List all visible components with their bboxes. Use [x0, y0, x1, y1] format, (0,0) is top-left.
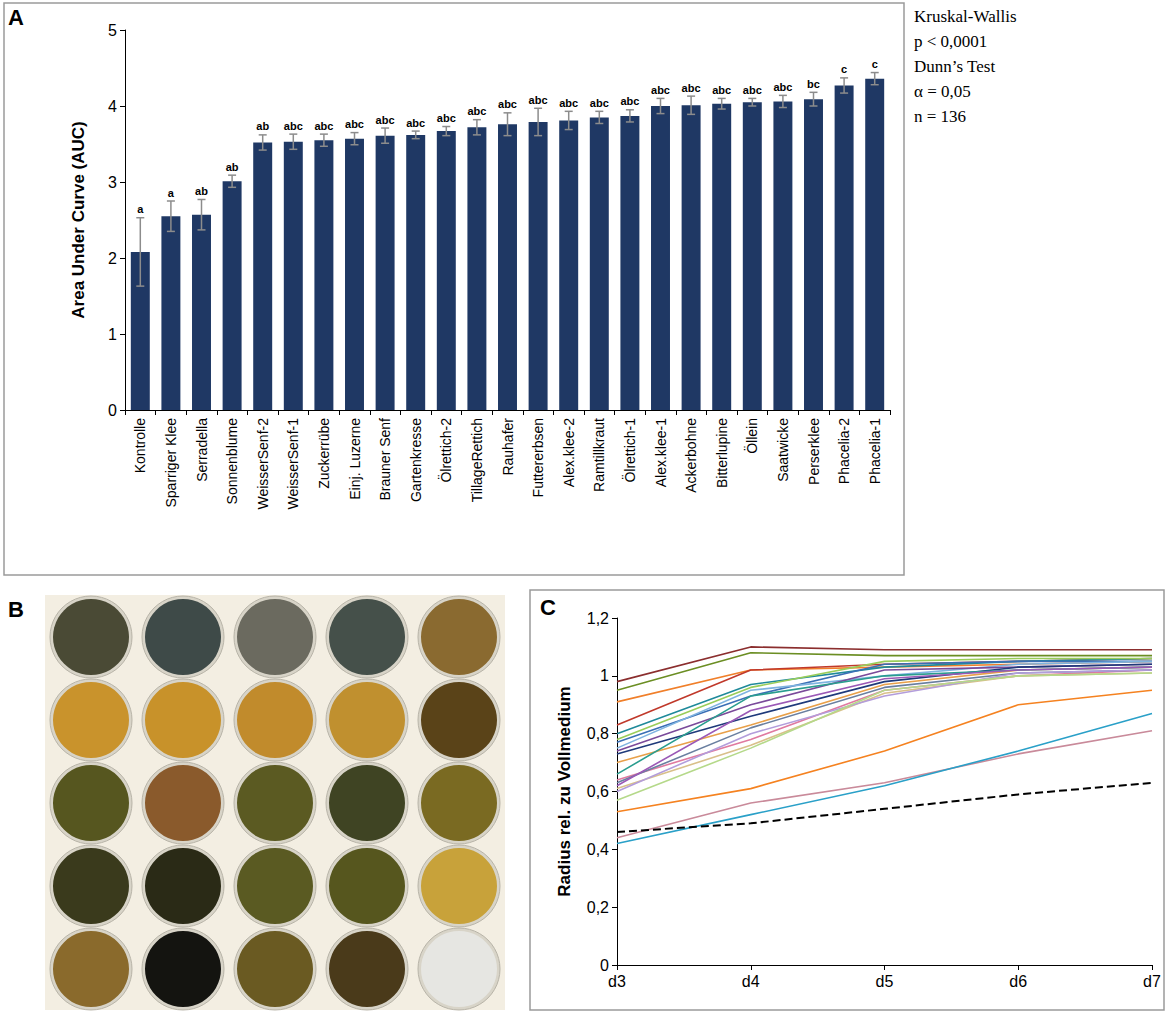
svg-text:Sparriger Klee: Sparriger Klee: [163, 418, 179, 508]
svg-text:d4: d4: [742, 973, 760, 990]
svg-text:TillageRettich: TillageRettich: [469, 418, 485, 502]
svg-text:Ramtillkraut: Ramtillkraut: [591, 418, 607, 492]
svg-text:abc: abc: [712, 84, 731, 96]
svg-text:ab: ab: [226, 161, 239, 173]
svg-text:a: a: [137, 203, 144, 215]
svg-text:abc: abc: [406, 117, 425, 129]
svg-text:Sonnenblume: Sonnenblume: [224, 418, 240, 505]
svg-text:Rauhafer: Rauhafer: [500, 418, 516, 476]
svg-text:a: a: [168, 187, 175, 199]
svg-text:abc: abc: [651, 84, 670, 96]
svg-text:0,2: 0,2: [587, 899, 609, 916]
svg-text:Alex.klee-2: Alex.klee-2: [561, 418, 577, 487]
svg-text:Alex.klee-1: Alex.klee-1: [653, 418, 669, 487]
svg-text:WeisserSenf-2: WeisserSenf-2: [255, 418, 271, 510]
svg-text:5: 5: [108, 22, 117, 39]
svg-text:abc: abc: [437, 112, 456, 124]
svg-text:0: 0: [108, 402, 117, 419]
svg-text:Zuckerrübe: Zuckerrübe: [316, 418, 332, 489]
svg-text:Öllein: Öllein: [743, 418, 760, 454]
svg-text:C: C: [540, 595, 556, 620]
svg-text:d3: d3: [608, 973, 626, 990]
svg-text:Kontrolle: Kontrolle: [132, 418, 148, 473]
svg-text:abc: abc: [467, 105, 486, 117]
svg-text:Serradella: Serradella: [194, 418, 210, 482]
svg-text:1: 1: [108, 326, 117, 343]
svg-text:Gartenkresse: Gartenkresse: [408, 418, 424, 502]
svg-text:ab: ab: [256, 120, 269, 132]
svg-text:abc: abc: [284, 120, 303, 132]
svg-text:c: c: [872, 58, 878, 70]
svg-text:Ölrettich-1: Ölrettich-1: [621, 418, 638, 483]
svg-text:abc: abc: [559, 97, 578, 109]
svg-text:Brauner Senf: Brauner Senf: [377, 418, 393, 501]
svg-text:abc: abc: [314, 120, 333, 132]
svg-text:Futtererbsen: Futtererbsen: [530, 418, 546, 497]
svg-text:ab: ab: [195, 185, 208, 197]
svg-text:0,6: 0,6: [587, 783, 609, 800]
svg-text:Ölrettich-2: Ölrettich-2: [437, 418, 454, 483]
svg-text:2: 2: [108, 250, 117, 267]
svg-text:p < 0,0001: p < 0,0001: [914, 32, 987, 51]
svg-text:d7: d7: [1143, 973, 1161, 990]
svg-text:abc: abc: [743, 84, 762, 96]
svg-text:Ackerbohne: Ackerbohne: [683, 418, 699, 493]
svg-text:abc: abc: [529, 94, 548, 106]
svg-text:1: 1: [600, 667, 609, 684]
svg-text:bc: bc: [807, 78, 820, 90]
svg-text:Dunn’s Test: Dunn’s Test: [914, 57, 995, 76]
svg-text:abc: abc: [376, 114, 395, 126]
svg-text:abc: abc: [682, 82, 701, 94]
svg-text:Area Under Curve (AUC): Area Under Curve (AUC): [69, 121, 88, 318]
svg-text:0,8: 0,8: [587, 725, 609, 742]
svg-text:Phacelia-1: Phacelia-1: [867, 418, 883, 484]
svg-text:α = 0,05: α = 0,05: [914, 82, 971, 101]
svg-text:1,2: 1,2: [587, 610, 609, 627]
svg-text:Einj. Luzerne: Einj. Luzerne: [347, 418, 363, 500]
svg-text:Radius rel. zu Vollmedium: Radius rel. zu Vollmedium: [555, 686, 574, 896]
svg-text:Bitterlupine: Bitterlupine: [714, 418, 730, 488]
svg-text:d6: d6: [1009, 973, 1027, 990]
svg-text:Phacelia-2: Phacelia-2: [836, 418, 852, 484]
svg-text:Perserklee: Perserklee: [806, 418, 822, 485]
svg-text:c: c: [841, 63, 847, 75]
svg-text:0,4: 0,4: [587, 841, 609, 858]
svg-text:3: 3: [108, 174, 117, 191]
svg-text:B: B: [8, 597, 24, 622]
svg-text:WeisserSenf-1: WeisserSenf-1: [285, 418, 301, 510]
svg-text:abc: abc: [498, 98, 517, 110]
svg-text:Saatwicke: Saatwicke: [775, 418, 791, 482]
svg-text:abc: abc: [345, 118, 364, 130]
svg-text:n = 136: n = 136: [914, 107, 966, 126]
svg-text:abc: abc: [620, 95, 639, 107]
svg-text:Kruskal-Wallis: Kruskal-Wallis: [914, 7, 1017, 26]
svg-text:d5: d5: [876, 973, 894, 990]
svg-text:abc: abc: [590, 97, 609, 109]
svg-text:abc: abc: [773, 81, 792, 93]
svg-text:0: 0: [600, 957, 609, 974]
svg-text:4: 4: [108, 98, 117, 115]
svg-text:A: A: [8, 5, 24, 30]
